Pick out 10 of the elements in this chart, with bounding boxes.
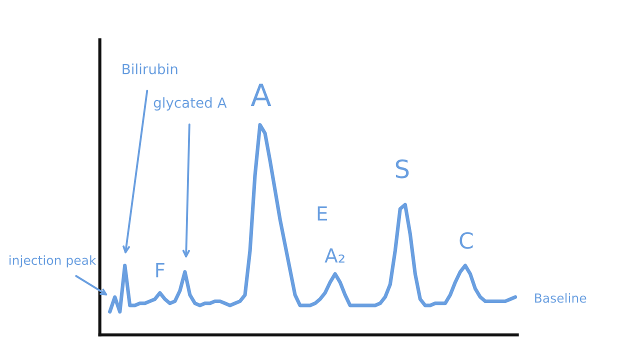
annotation: E <box>318 206 327 221</box>
annotation: C <box>460 232 473 249</box>
text: glycated A <box>154 97 227 111</box>
text: A <box>250 84 272 106</box>
annotation: F <box>156 263 164 278</box>
annotation: A₂ <box>324 248 344 263</box>
annotation: S <box>396 159 409 178</box>
text: Bilirubin <box>122 64 178 74</box>
text: injection peak <box>10 255 96 268</box>
text: Baseline <box>535 293 586 303</box>
